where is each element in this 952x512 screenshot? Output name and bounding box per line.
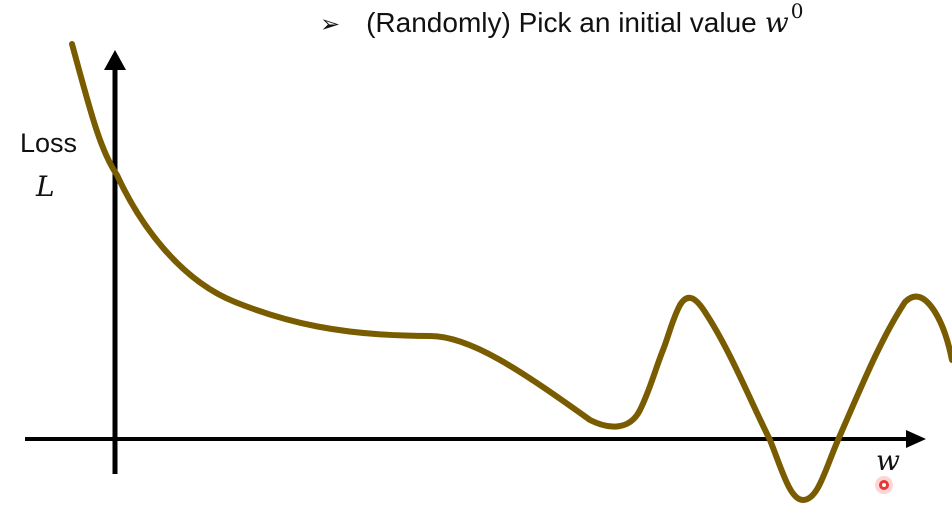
bullet-superscript: 0 <box>790 0 804 23</box>
y-axis-arrowhead-icon <box>104 50 126 70</box>
arrow-bullet-icon: ➢ <box>320 11 341 38</box>
y-axis-label: Loss <box>20 128 78 158</box>
bullet-variable: w <box>764 6 789 39</box>
x-axis-arrowhead-icon <box>906 430 926 448</box>
y-axis-variable: L <box>36 170 55 203</box>
x-axis-variable: w <box>876 444 900 477</box>
loss-curve <box>69 41 952 503</box>
bullet-point: ➢ (Randomly) Pick an initial value w 0 <box>320 0 803 39</box>
laser-pointer-icon <box>875 476 893 494</box>
bullet-text: (Randomly) Pick an initial value <box>366 7 757 38</box>
